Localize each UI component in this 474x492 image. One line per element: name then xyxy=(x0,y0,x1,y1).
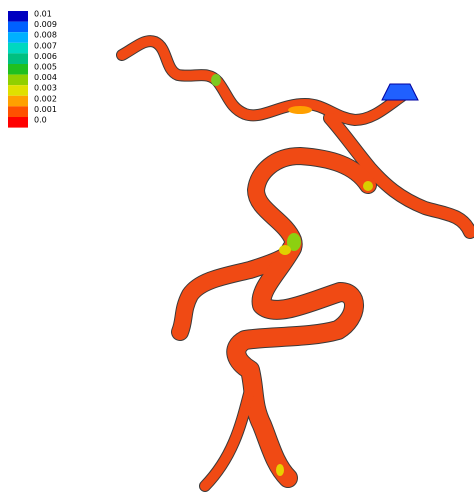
legend-label: 0.008 xyxy=(34,31,57,40)
hotspot xyxy=(363,181,373,191)
legend-swatch xyxy=(8,11,28,22)
legend-label: 0.002 xyxy=(34,94,57,103)
hotspot xyxy=(211,74,221,86)
legend-label: 0.004 xyxy=(34,73,57,82)
legend-swatch xyxy=(8,64,28,75)
legend-label: 0.007 xyxy=(34,41,57,50)
inflow-boundary xyxy=(382,84,418,100)
legend-label: 0.005 xyxy=(34,63,57,72)
legend-swatch xyxy=(8,117,28,128)
legend-label: 0.009 xyxy=(34,20,57,29)
legend-swatch xyxy=(8,96,28,107)
legend-swatch xyxy=(8,85,28,96)
hotspot xyxy=(276,464,284,476)
legend-label: 0.0 xyxy=(34,116,47,125)
legend-swatch xyxy=(8,75,28,86)
legend-swatch xyxy=(8,53,28,64)
legend-label: 0.006 xyxy=(34,52,57,61)
legend-swatch xyxy=(8,32,28,43)
hotspot xyxy=(279,245,291,255)
river xyxy=(122,41,470,486)
legend-label: 0.003 xyxy=(34,84,57,93)
legend-swatch xyxy=(8,22,28,33)
legend: 0.010.0090.0080.0070.0060.0050.0040.0030… xyxy=(8,10,57,128)
legend-label: 0.001 xyxy=(34,105,57,114)
hotspot xyxy=(288,106,312,114)
legend-label: 0.01 xyxy=(34,10,52,19)
legend-swatch xyxy=(8,43,28,54)
contour-map: 0.010.0090.0080.0070.0060.0050.0040.0030… xyxy=(0,0,474,492)
legend-swatch xyxy=(8,106,28,117)
